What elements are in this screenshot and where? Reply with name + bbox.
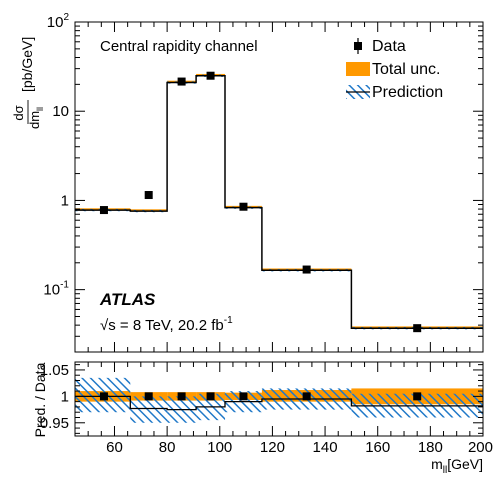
- channel-label: Central rapidity channel: [100, 38, 258, 55]
- legend-label-prediction: Prediction: [372, 84, 443, 101]
- xlabel-unit: [GeV]: [447, 456, 483, 472]
- ylabel-den-main: dm: [27, 111, 42, 129]
- atlas-label: ATLAS: [99, 290, 156, 309]
- prediction-unc-band: [130, 396, 168, 423]
- ratio-panel-frame: [74, 361, 484, 437]
- data-point: [413, 324, 422, 333]
- ratio-data-point: [177, 392, 186, 401]
- ratio-y-axis-label: Pred. / Data: [32, 362, 48, 437]
- legend-label-data: Data: [372, 38, 406, 55]
- y-tick-label-base: 10: [52, 103, 69, 120]
- main-plot-area: [75, 71, 483, 333]
- ratio-x-tick-label: 140: [313, 439, 338, 456]
- ratio-plot-area: [75, 377, 483, 423]
- ratio-step-line: [75, 395, 483, 411]
- ratio-x-tick-label: 180: [418, 439, 443, 456]
- ratio-y-ticks: 1.05 1 0.95: [40, 362, 483, 434]
- main-y-axis-label: dσ dmll [pb/GeV]: [11, 37, 45, 129]
- ratio-x-tick-label: 80: [159, 439, 176, 456]
- data-point: [177, 77, 186, 86]
- data-point: [206, 71, 215, 80]
- ratio-data-point: [144, 392, 153, 401]
- legend-entry-prediction: Prediction: [346, 84, 443, 101]
- lumi-exponent: -1: [224, 315, 233, 326]
- ratio-data-point: [413, 392, 422, 401]
- energy-lumi-text: √s = 8 TeV, 20.2 fb: [100, 317, 224, 334]
- y-tick-label-exponent: 2: [63, 12, 69, 23]
- ratio-data-point: [99, 392, 108, 401]
- y-tick-label-exponent: -1: [60, 280, 69, 291]
- ratio-data-point: [239, 392, 248, 401]
- y-tick-label: 10-1: [43, 280, 69, 299]
- legend-total-unc-swatch: [346, 62, 370, 76]
- legend-label-total-unc: Total unc.: [372, 61, 440, 78]
- y-tick-label: 102: [47, 12, 70, 31]
- xlabel-main: m: [431, 456, 443, 472]
- data-point: [302, 265, 311, 274]
- xlabel-sub: ll: [443, 465, 447, 476]
- ratio-x-axis-label: mll[GeV]: [431, 456, 483, 476]
- ratio-x-tick-label: 160: [365, 439, 390, 456]
- y-tick-label-base: 10: [47, 14, 64, 31]
- legend-data-marker: [354, 42, 362, 50]
- ylabel-denominator: dmll: [27, 107, 45, 129]
- y-tick-label: 1: [61, 192, 69, 209]
- ratio-x-tick-label: 60: [106, 439, 123, 456]
- data-point: [99, 206, 108, 215]
- ratio-panel: 1.05 1 0.95 60 80 100 120 140 160 180 200 Pred. /…: [32, 361, 493, 476]
- ylabel-den-sub: ll: [35, 107, 45, 111]
- y-tick-label: 10: [52, 103, 69, 120]
- ratio-x-tick-label: 120: [260, 439, 285, 456]
- legend-entry-data: Data: [354, 38, 406, 55]
- y-tick-label-base: 1: [61, 192, 69, 209]
- ratio-data-point: [206, 392, 215, 401]
- ratio-y-tick-label: 1.05: [40, 362, 69, 379]
- ratio-y-tick-label: 0.95: [40, 415, 69, 432]
- ratio-x-tick-label: 200: [468, 439, 493, 456]
- y-tick-label-base: 10: [43, 282, 60, 299]
- main-x-ticks: [87, 22, 484, 352]
- legend: Data Total unc. Prediction: [346, 38, 443, 101]
- ratio-y-tick-label: 1: [61, 388, 69, 405]
- data-point: [144, 191, 153, 200]
- data-point: [239, 202, 248, 211]
- ratio-x-tick-label: 100: [207, 439, 232, 456]
- legend-entry-total-unc: Total unc.: [346, 61, 440, 78]
- energy-lumi-label: √s = 8 TeV, 20.2 fb-1: [100, 315, 233, 334]
- ylabel-unit: [pb/GeV]: [19, 37, 35, 92]
- ratio-data-point: [302, 392, 311, 401]
- ratio-x-ticks: 60 80 100 120 140 160 180 200: [87, 362, 493, 456]
- ylabel-numerator: dσ: [11, 105, 26, 120]
- main-panel-frame: [74, 21, 484, 353]
